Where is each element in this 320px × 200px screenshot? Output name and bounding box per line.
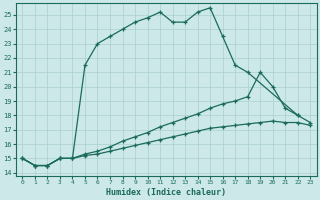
X-axis label: Humidex (Indice chaleur): Humidex (Indice chaleur) [106, 188, 226, 197]
